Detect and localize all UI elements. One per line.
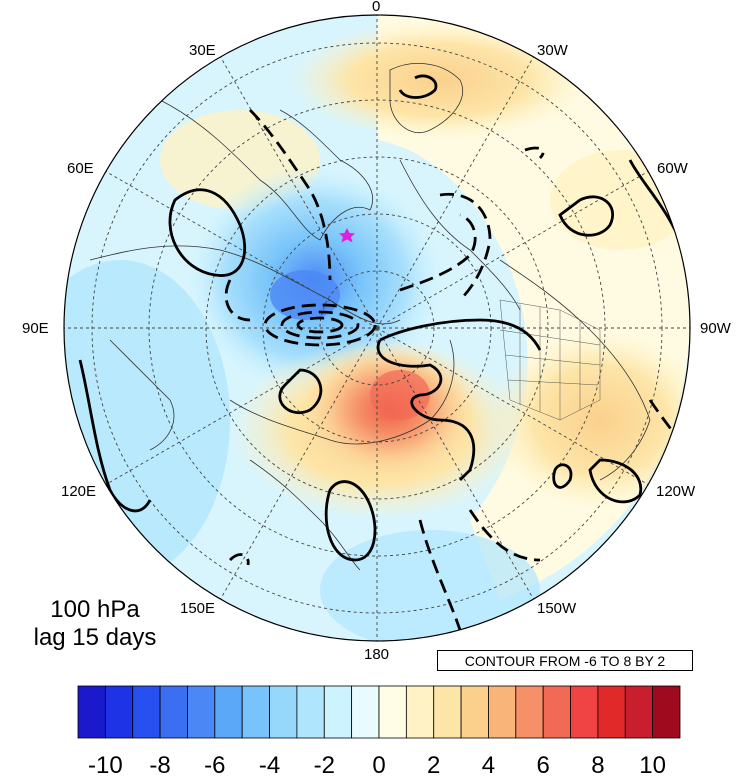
colorbar-tick-label: 4 bbox=[481, 752, 496, 779]
lag-title: lag 15 days bbox=[33, 624, 157, 651]
star-marker-icon bbox=[339, 228, 355, 243]
lon-label-180: 180 bbox=[364, 646, 390, 663]
lon-label-120e: 120E bbox=[61, 483, 97, 500]
lon-label-30w: 30W bbox=[537, 42, 568, 59]
colorbar-tick-label: 0 bbox=[372, 752, 386, 779]
colorbar-swatch bbox=[132, 685, 161, 739]
colorbar-swatch bbox=[241, 685, 270, 739]
colorbar-swatch bbox=[104, 685, 134, 739]
colorbar-swatch bbox=[323, 685, 353, 739]
colorbar-swatch bbox=[378, 685, 407, 739]
colorbar-tick-label: 6 bbox=[536, 752, 550, 779]
colorbar-tick-label: 8 bbox=[591, 752, 605, 779]
lon-label-60w: 60W bbox=[657, 160, 688, 177]
graticule bbox=[64, 15, 690, 641]
colorbar-tick-label: 10 bbox=[639, 752, 666, 779]
colorbar-tick-label: -4 bbox=[258, 752, 281, 779]
shaded-field bbox=[64, 15, 690, 641]
lon-label-150e: 150E bbox=[180, 600, 216, 617]
lon-label-0: 0 bbox=[372, 0, 381, 15]
colorbar-tick-label: -6 bbox=[204, 752, 226, 779]
colorbar-tick-label: -8 bbox=[149, 752, 171, 779]
lon-label-30e: 30E bbox=[189, 42, 216, 59]
colorbar-swatch bbox=[159, 685, 188, 739]
positive-contours bbox=[78, 74, 677, 562]
colorbar-swatch bbox=[460, 685, 489, 739]
colorbar-swatch bbox=[77, 685, 106, 739]
colorbar-swatch bbox=[488, 685, 517, 739]
colorbar-swatch bbox=[624, 685, 654, 739]
colorbar-swatch bbox=[405, 685, 435, 739]
colorbar-swatch bbox=[570, 685, 599, 739]
colorbar bbox=[77, 685, 681, 739]
colorbar-swatch bbox=[351, 685, 380, 739]
colorbar-swatch bbox=[597, 685, 626, 739]
lon-label-120w: 120W bbox=[656, 483, 696, 500]
level-title: 100 hPa bbox=[50, 596, 140, 623]
colorbar-swatch bbox=[214, 685, 243, 739]
colorbar-swatch bbox=[515, 685, 544, 739]
lon-label-60e: 60E bbox=[67, 160, 94, 177]
colorbar-tick-label: -10 bbox=[88, 752, 123, 779]
map-boundary bbox=[63, 14, 691, 642]
lon-label-90e: 90E bbox=[22, 320, 49, 337]
lon-label-150w: 150W bbox=[537, 600, 577, 617]
colorbar-swatch bbox=[296, 685, 325, 739]
colorbar-tick-label: -2 bbox=[313, 752, 335, 779]
colorbar-swatch bbox=[542, 685, 571, 739]
lon-label-90w: 90W bbox=[700, 320, 731, 337]
colorbar-swatch bbox=[652, 685, 681, 739]
colorbar-swatch bbox=[187, 685, 216, 739]
colorbar-swatch bbox=[433, 685, 462, 739]
us-states bbox=[499, 299, 601, 421]
contour-info-box: CONTOUR FROM -6 TO 8 BY 2 bbox=[437, 650, 693, 671]
colorbar-tick-label: 2 bbox=[427, 752, 441, 779]
colorbar-swatch bbox=[269, 685, 298, 739]
